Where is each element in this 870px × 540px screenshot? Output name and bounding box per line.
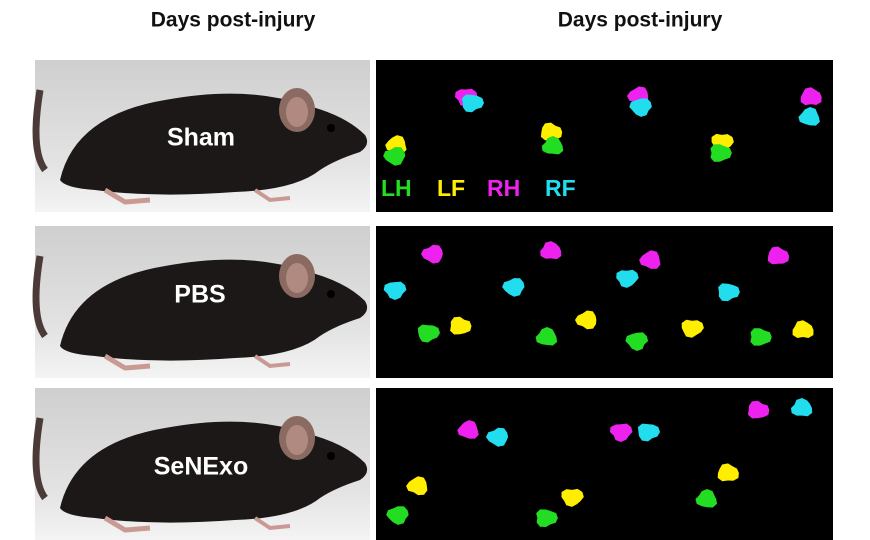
footprint — [421, 244, 443, 264]
footprint — [406, 476, 428, 496]
footprint — [717, 463, 739, 482]
legend-label: LH — [381, 175, 412, 201]
group-label: PBS — [174, 281, 225, 309]
footprint — [792, 320, 814, 338]
header: Days post-injury — [558, 9, 723, 32]
group-label: SeNExo — [154, 453, 248, 481]
legend-label: RF — [545, 175, 576, 201]
footprint — [710, 144, 732, 162]
footprint — [457, 420, 479, 439]
footprint — [609, 423, 633, 442]
footprint — [417, 324, 440, 343]
footprint — [486, 427, 509, 447]
footprint — [681, 319, 704, 338]
footprint — [386, 506, 409, 525]
footprint — [535, 327, 558, 346]
footprint — [541, 136, 564, 155]
footprint-panel — [376, 60, 833, 212]
footprint — [750, 328, 772, 346]
footprint — [800, 87, 822, 106]
footprint — [536, 509, 558, 527]
footprint — [695, 489, 717, 508]
footprint — [629, 98, 652, 117]
footprint — [748, 400, 770, 419]
group-label: Sham — [167, 124, 235, 152]
footprint — [561, 488, 584, 507]
footprint — [383, 147, 406, 166]
footprint — [575, 310, 597, 330]
footprint — [502, 278, 525, 297]
legend-label: LF — [437, 175, 465, 201]
footprint — [450, 316, 472, 335]
footprint — [791, 398, 813, 417]
footprint — [540, 241, 562, 260]
footprint — [383, 281, 407, 300]
footprint — [798, 107, 820, 126]
footprint — [625, 332, 649, 351]
footprint — [637, 423, 660, 442]
footprint — [462, 94, 484, 113]
footprint-panel — [376, 226, 833, 378]
footprint — [540, 122, 563, 141]
footprint — [767, 246, 790, 265]
footprints — [383, 86, 822, 527]
footprint — [639, 250, 661, 269]
header: Days post-injury — [151, 9, 316, 32]
footprint — [718, 283, 740, 302]
legend-label: RH — [487, 175, 520, 201]
footprint — [616, 269, 639, 288]
